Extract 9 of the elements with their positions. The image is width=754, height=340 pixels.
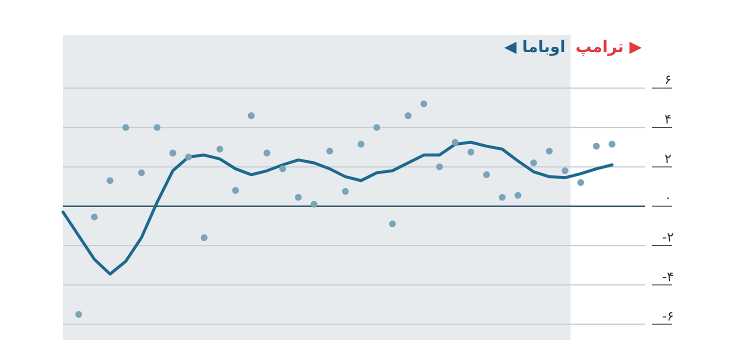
y-tick-label: -۶ — [662, 309, 674, 324]
y-tick-label: -۲ — [662, 230, 674, 246]
y-tick-label: ۶ — [664, 73, 672, 88]
y-tick-label: ۴ — [664, 112, 672, 128]
annotation: ◀ اوباما — [504, 37, 566, 56]
y-tick-label: -۴ — [662, 270, 674, 285]
annotation: ترامپ ▶ — [575, 37, 642, 56]
y-tick-label: ۲ — [664, 152, 672, 167]
y-tick-label: ۰ — [664, 191, 672, 206]
